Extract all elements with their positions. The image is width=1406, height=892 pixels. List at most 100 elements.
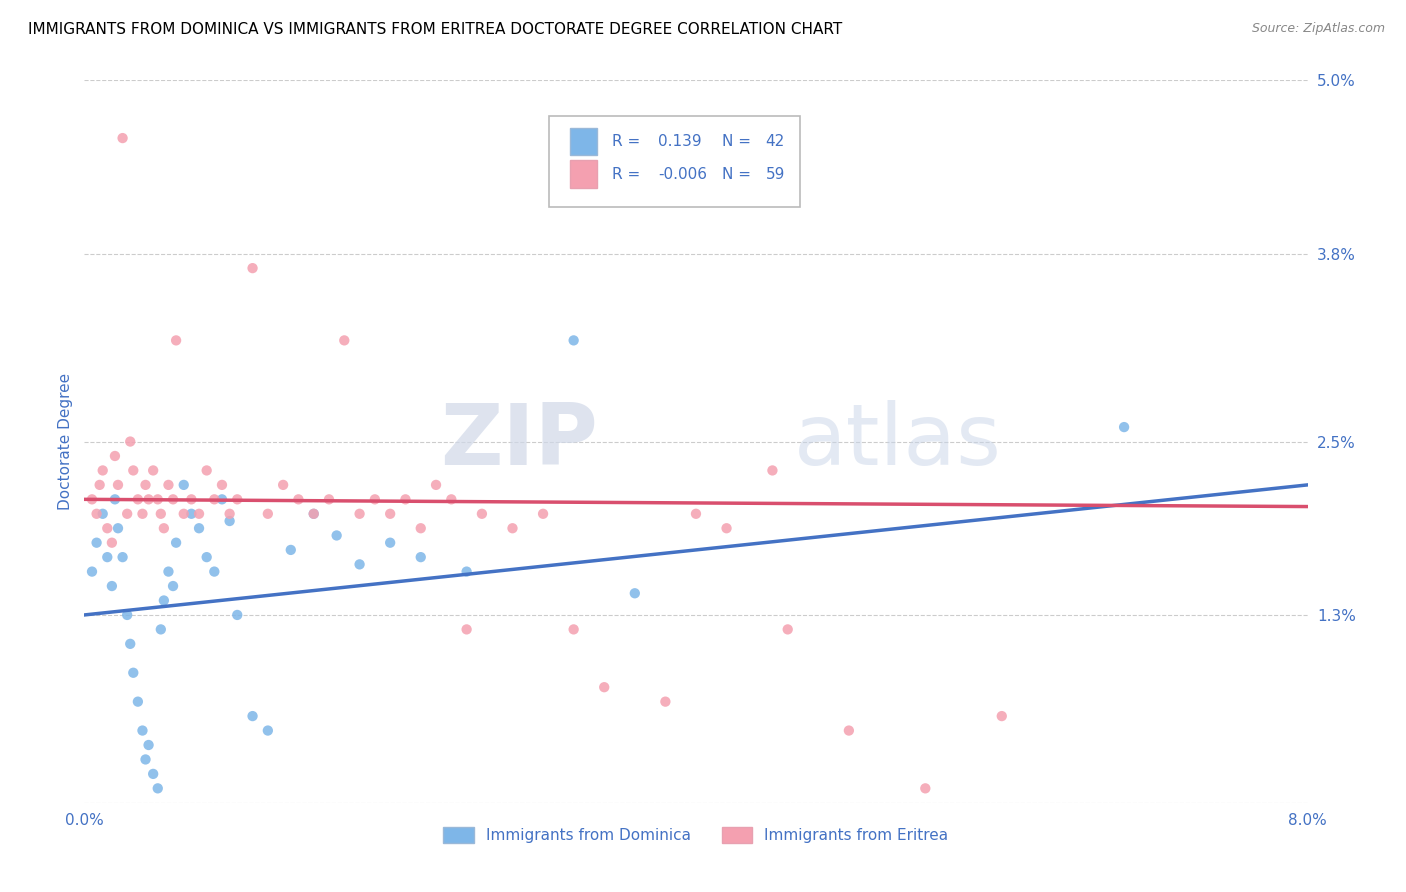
Point xyxy=(122,665,145,680)
Point xyxy=(138,492,160,507)
Point xyxy=(91,463,114,477)
Point xyxy=(104,449,127,463)
Point xyxy=(146,492,169,507)
Point xyxy=(180,507,202,521)
Point xyxy=(173,507,195,521)
Point xyxy=(157,565,180,579)
Point xyxy=(456,623,478,637)
Bar xyxy=(569,161,598,188)
Point xyxy=(131,723,153,738)
Point xyxy=(991,709,1014,723)
Point xyxy=(86,507,108,521)
Point xyxy=(761,463,783,477)
Point xyxy=(349,558,371,572)
Point xyxy=(101,535,124,549)
Point xyxy=(86,535,108,549)
Point xyxy=(115,607,138,622)
Point xyxy=(142,463,165,477)
Point xyxy=(131,507,153,521)
Point xyxy=(218,507,240,521)
Point xyxy=(162,579,184,593)
Point xyxy=(502,521,524,535)
Point xyxy=(122,463,145,477)
Point xyxy=(531,507,554,521)
Point xyxy=(188,507,211,521)
Point xyxy=(120,637,142,651)
Text: 59: 59 xyxy=(766,167,785,182)
Point xyxy=(456,565,478,579)
Point xyxy=(838,723,860,738)
Point xyxy=(195,463,218,477)
Point xyxy=(120,434,142,449)
Point xyxy=(96,550,118,565)
Point xyxy=(914,781,936,796)
Text: R =: R = xyxy=(612,167,640,182)
Point xyxy=(127,695,149,709)
Point xyxy=(111,550,134,565)
Y-axis label: Doctorate Degree: Doctorate Degree xyxy=(58,373,73,510)
Point xyxy=(107,521,129,535)
Point xyxy=(562,334,585,348)
Text: ZIP: ZIP xyxy=(440,400,598,483)
Point xyxy=(180,492,202,507)
Point xyxy=(716,521,738,535)
Point xyxy=(654,695,676,709)
Point xyxy=(302,507,325,521)
Point xyxy=(271,478,294,492)
Point xyxy=(195,550,218,565)
Point xyxy=(471,507,494,521)
Point xyxy=(153,521,176,535)
Point xyxy=(287,492,309,507)
Point xyxy=(409,521,432,535)
Bar xyxy=(569,128,598,155)
Text: IMMIGRANTS FROM DOMINICA VS IMMIGRANTS FROM ERITREA DOCTORATE DEGREE CORRELATION: IMMIGRANTS FROM DOMINICA VS IMMIGRANTS F… xyxy=(28,22,842,37)
Point xyxy=(349,507,371,521)
Point xyxy=(173,478,195,492)
Point xyxy=(685,507,707,521)
Point xyxy=(325,528,347,542)
Point xyxy=(135,752,157,766)
Point xyxy=(211,492,233,507)
Text: R =: R = xyxy=(612,134,640,149)
Point xyxy=(91,507,114,521)
Point xyxy=(107,478,129,492)
Point xyxy=(146,781,169,796)
Point xyxy=(188,521,211,535)
Text: N =: N = xyxy=(721,167,751,182)
Point xyxy=(165,334,187,348)
Text: -0.006: -0.006 xyxy=(658,167,707,182)
Point xyxy=(142,767,165,781)
Point xyxy=(111,131,134,145)
Point xyxy=(226,492,249,507)
Text: 0.139: 0.139 xyxy=(658,134,702,149)
Point xyxy=(115,507,138,521)
Point xyxy=(562,623,585,637)
Point xyxy=(380,507,402,521)
Point xyxy=(280,542,302,557)
Point xyxy=(218,514,240,528)
Point xyxy=(80,492,103,507)
Point xyxy=(593,680,616,694)
Point xyxy=(257,723,280,738)
FancyBboxPatch shape xyxy=(550,117,800,207)
Point xyxy=(440,492,463,507)
Point xyxy=(1114,420,1136,434)
Point xyxy=(202,492,225,507)
Text: Source: ZipAtlas.com: Source: ZipAtlas.com xyxy=(1251,22,1385,36)
Point xyxy=(242,261,264,276)
Point xyxy=(96,521,118,535)
Point xyxy=(257,507,280,521)
Point xyxy=(89,478,111,492)
Text: atlas: atlas xyxy=(794,400,1002,483)
Point xyxy=(333,334,356,348)
Point xyxy=(80,565,103,579)
Point xyxy=(127,492,149,507)
Text: 42: 42 xyxy=(766,134,785,149)
Point xyxy=(202,565,225,579)
Legend: Immigrants from Dominica, Immigrants from Eritrea: Immigrants from Dominica, Immigrants fro… xyxy=(437,822,955,849)
Point xyxy=(104,492,127,507)
Point xyxy=(138,738,160,752)
Point xyxy=(157,478,180,492)
Point xyxy=(394,492,416,507)
Point xyxy=(149,507,172,521)
